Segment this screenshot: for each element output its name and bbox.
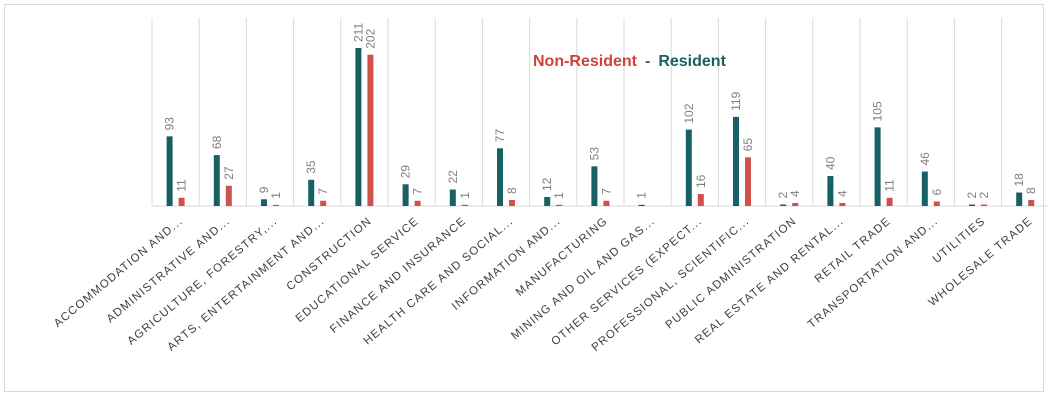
data-label-resident: 12 — [540, 177, 554, 191]
bar-resident — [544, 197, 551, 206]
data-label-resident: 46 — [918, 152, 932, 166]
bar-resident — [213, 155, 220, 206]
data-label-non-resident: 1 — [458, 192, 472, 199]
data-label-non-resident: 6 — [930, 189, 944, 196]
bar-non-resident — [461, 204, 468, 206]
data-label-non-resident: 7 — [411, 188, 425, 195]
bar-non-resident — [603, 200, 610, 206]
bar-resident — [1016, 192, 1023, 206]
bar-resident — [261, 199, 267, 206]
data-label-resident: 29 — [399, 165, 413, 179]
legend-resident: Resident — [658, 53, 726, 70]
data-label-resident: 93 — [163, 117, 177, 131]
data-label-non-resident: 202 — [363, 28, 377, 48]
legend: Non-Resident - Resident — [533, 53, 726, 71]
data-label-non-resident: 11 — [883, 179, 897, 192]
data-label-non-resident: 4 — [788, 190, 802, 197]
data-label-resident: 53 — [587, 147, 601, 161]
data-label-resident: 18 — [1012, 173, 1026, 187]
bar-non-resident — [178, 197, 185, 206]
bar-non-resident — [792, 203, 799, 206]
bar-non-resident — [509, 200, 515, 206]
data-label-non-resident: 4 — [835, 190, 849, 197]
data-label-non-resident: 1 — [269, 192, 283, 199]
bar-resident — [402, 184, 409, 206]
bar-resident — [827, 176, 834, 206]
legend-non-resident: Non-Resident — [533, 53, 637, 70]
data-label-non-resident: 65 — [741, 138, 755, 152]
bar-non-resident — [1028, 200, 1035, 206]
bar-non-resident — [367, 54, 374, 207]
data-label-resident: 9 — [257, 186, 271, 193]
data-label-non-resident: 11 — [175, 179, 189, 192]
bar-non-resident — [933, 201, 940, 206]
data-label-resident: 119 — [729, 91, 743, 110]
data-label-resident: 77 — [493, 129, 507, 143]
category-tick-label: MANUFACTURING — [514, 215, 611, 299]
bar-resident — [921, 171, 928, 206]
category-tick-label: CONSTRUCTION — [285, 215, 375, 293]
data-label-resident: 22 — [446, 170, 460, 184]
bar-non-resident — [886, 197, 893, 206]
data-label-resident: 68 — [210, 135, 224, 149]
bar-non-resident — [225, 185, 232, 206]
bar-resident — [449, 189, 456, 206]
data-label-non-resident: 2 — [977, 192, 991, 199]
bar-non-resident — [745, 157, 751, 206]
data-label-non-resident: 7 — [316, 188, 330, 195]
bar-non-resident — [839, 203, 846, 206]
data-label-non-resident: 8 — [1024, 187, 1038, 194]
bar-resident — [733, 116, 739, 206]
data-label-resident: 105 — [871, 101, 885, 121]
bar-resident — [166, 136, 173, 206]
data-label-non-resident: 16 — [694, 174, 708, 188]
data-label-resident: 1 — [635, 192, 649, 199]
data-label-non-resident: 8 — [505, 187, 519, 194]
bar-resident — [780, 204, 787, 206]
legend-separator: - — [645, 53, 651, 70]
bar-resident — [638, 204, 645, 206]
bar-non-resident — [414, 200, 421, 206]
bar-non-resident — [981, 204, 987, 206]
bar-non-resident — [273, 204, 279, 206]
data-label-non-resident: 7 — [599, 188, 613, 195]
bar-non-resident — [320, 200, 327, 206]
bar-non-resident — [697, 194, 704, 206]
chart-frame — [4, 4, 1044, 392]
data-label-non-resident: 1 — [552, 192, 566, 199]
data-label-resident: 35 — [304, 160, 318, 174]
data-label-resident: 102 — [682, 103, 696, 123]
bar-resident — [969, 204, 975, 206]
bar-non-resident — [556, 204, 563, 206]
bar-resident — [355, 48, 362, 206]
bar-resident — [497, 148, 503, 206]
data-label-resident: 40 — [823, 156, 837, 170]
data-label-non-resident: 27 — [222, 166, 236, 180]
data-label-resident: 211 — [351, 23, 365, 42]
data-label-resident: 2 — [776, 192, 790, 199]
bar-resident — [308, 179, 315, 206]
bar-resident — [591, 166, 598, 206]
data-label-resident: 2 — [965, 192, 979, 199]
bar-resident — [685, 129, 692, 206]
bar-resident — [874, 127, 881, 206]
